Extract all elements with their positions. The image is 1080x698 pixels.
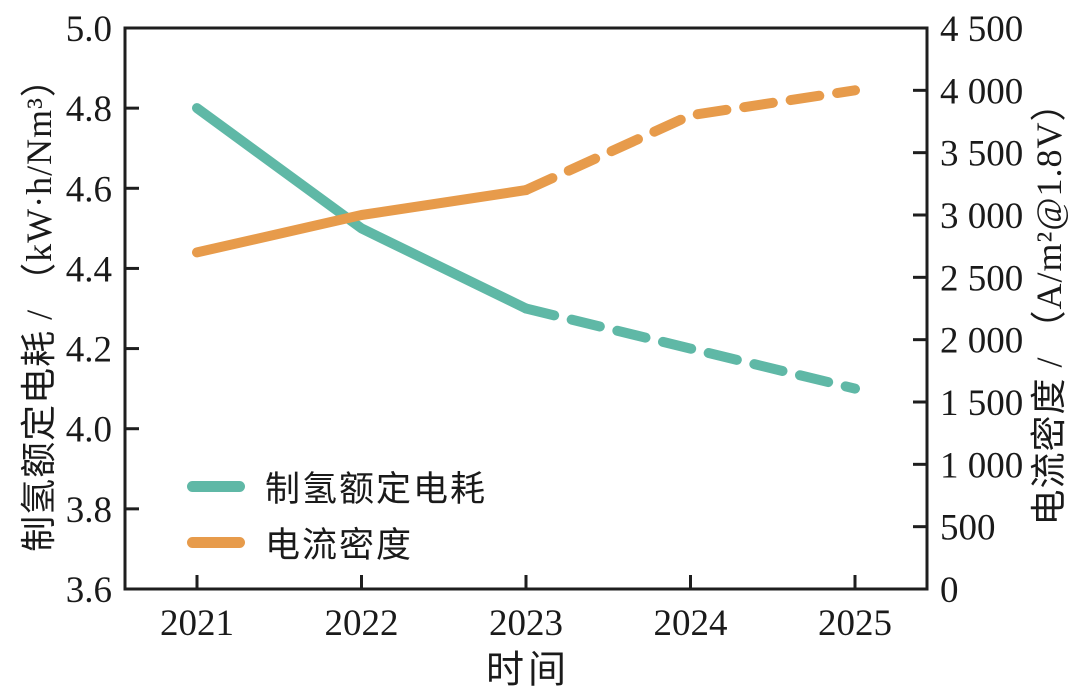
y-left-tick-label: 4.4 — [66, 249, 112, 290]
x-tick-label: 2022 — [325, 603, 399, 644]
y-right-tick-label: 2 500 — [940, 258, 1023, 299]
series-current-density-solid-line — [192, 185, 531, 258]
y-left-tick-label: 4.8 — [66, 89, 112, 130]
legend-swatch-current-density — [187, 536, 245, 548]
legend: 制氢额定电耗 电流密度 — [187, 465, 487, 565]
y-right-tick-label: 1 000 — [940, 445, 1023, 486]
y-axis-right-title: 电流密度 / （A/m²@1.8V） — [1029, 84, 1069, 526]
x-tick-label: 2024 — [654, 603, 728, 644]
series-current-density-dashed-line — [521, 85, 860, 196]
legend-label-current-density: 电流密度 — [265, 525, 414, 565]
y-left-tick-label: 4.0 — [66, 410, 112, 451]
x-tick-label: 2025 — [818, 603, 892, 644]
y-right-tick-label: 4 000 — [940, 71, 1023, 112]
y-left-tick-label: 3.8 — [66, 490, 112, 531]
x-tick-label: 2023 — [489, 603, 563, 644]
legend-item-hydrogen-power-consumption: 制氢额定电耗 — [187, 465, 487, 509]
y-left-tick-label: 5.0 — [66, 9, 112, 50]
y-right-tick-label: 4 500 — [940, 9, 1023, 50]
y-right-tick-label: 3 000 — [940, 196, 1023, 237]
y-right-tick-label: 3 500 — [940, 134, 1023, 175]
y-left-tick-label: 4.6 — [66, 169, 112, 210]
legend-swatch-hydrogen-power-consumption — [187, 480, 245, 492]
legend-label-hydrogen-power-consumption: 制氢额定电耗 — [265, 469, 488, 509]
series-hydrogen-power-consumption-dashed-line — [521, 303, 860, 394]
y-axis-left-title: 制氢额定电耗 / （kW·h/Nm³） — [19, 60, 59, 552]
y-right-tick-label: 500 — [940, 508, 996, 549]
y-right-tick-label: 2 000 — [940, 321, 1023, 362]
x-axis-title: 时间 — [485, 649, 571, 692]
y-left-tick-label: 4.2 — [66, 330, 112, 371]
y-right-tick-label: 1 500 — [940, 383, 1023, 424]
x-tick-label: 2021 — [160, 603, 234, 644]
y-right-tick-label: 0 — [940, 570, 959, 611]
legend-item-current-density: 电流密度 — [187, 521, 487, 565]
series-hydrogen-power-consumption-solid-line — [192, 103, 531, 314]
y-left-tick-label: 3.6 — [66, 570, 112, 611]
